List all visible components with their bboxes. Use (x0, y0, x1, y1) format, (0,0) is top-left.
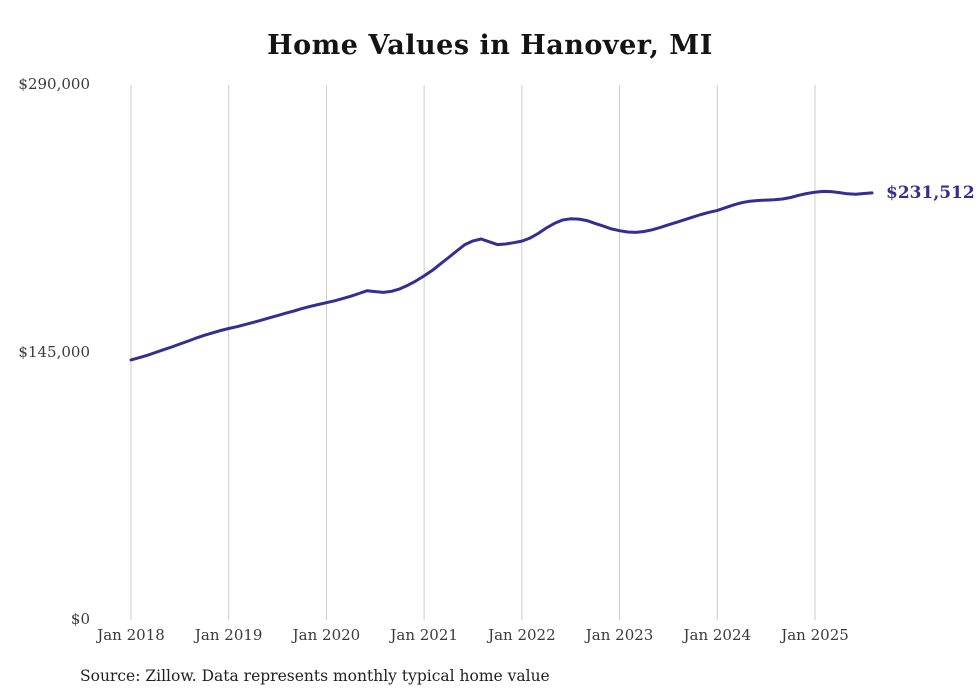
value-line (129, 189, 874, 362)
chart-title: Home Values in Hanover, MI (267, 30, 713, 61)
y-tick-label: $145,000 (18, 342, 90, 361)
x-tick-label: Jan 2021 (390, 626, 458, 644)
y-tick-label: $0 (70, 610, 90, 628)
y-tick-label: $290,000 (18, 75, 90, 93)
source-note: Source: Zillow. Data represents monthly … (80, 667, 550, 685)
x-tick-label: Jan 2018 (97, 626, 165, 644)
x-tick-label: Jan 2022 (488, 626, 556, 644)
x-tick-label: Jan 2023 (585, 626, 654, 644)
x-tick-label: Jan 2025 (781, 626, 849, 644)
x-tick-label: Jan 2020 (292, 626, 361, 644)
x-tick-label: Jan 2019 (194, 626, 263, 644)
x-tick-label: Jan 2024 (683, 626, 752, 644)
end-value-label: $231,512 (886, 182, 975, 203)
gridlines-group (130, 85, 816, 620)
